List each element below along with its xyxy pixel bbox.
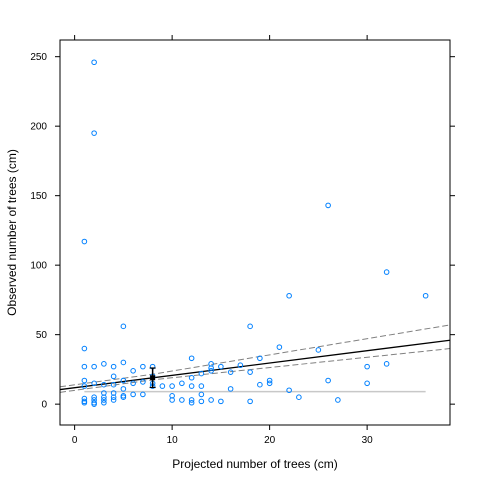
data-point — [169, 383, 175, 389]
data-point — [169, 397, 175, 403]
data-point — [159, 383, 166, 389]
data-point — [120, 386, 127, 392]
y-axis-title: Observed number of trees (cm) — [5, 149, 19, 316]
data-point — [364, 380, 370, 387]
confidence-band-lower — [60, 348, 450, 393]
data-point — [120, 359, 127, 366]
y-tick-label: 200 — [30, 122, 47, 133]
x-tick-label: 20 — [264, 435, 276, 446]
data-point — [91, 363, 97, 370]
data-point — [120, 323, 127, 330]
data-point — [110, 373, 117, 380]
error-bar-center — [150, 375, 156, 381]
data-point — [188, 355, 195, 362]
data-point — [383, 361, 390, 367]
data-point — [81, 383, 88, 389]
data-point — [101, 394, 107, 401]
data-point — [335, 397, 341, 403]
data-point — [247, 323, 253, 330]
axes: 0 10 20 30 0 50 100 150 200 250 — [30, 35, 455, 446]
data-point — [188, 383, 195, 389]
data-point — [110, 394, 117, 401]
y-tick-label: 100 — [30, 261, 47, 272]
data-point — [81, 377, 88, 384]
data-point — [383, 269, 390, 275]
data-point — [286, 387, 292, 394]
data-point — [325, 202, 331, 209]
y-tick-label: 150 — [30, 191, 47, 202]
data-point — [81, 399, 88, 406]
data-point — [266, 380, 273, 387]
data-point — [81, 345, 88, 352]
data-point — [81, 238, 88, 245]
data-point — [247, 398, 253, 405]
x-tick-label: 30 — [362, 435, 374, 446]
data-point — [266, 377, 273, 384]
confidence-band-upper — [60, 324, 450, 388]
data-point — [247, 369, 253, 375]
data-point — [208, 365, 214, 371]
data-point — [91, 401, 97, 407]
data-point — [101, 361, 107, 367]
y-tick-label: 250 — [30, 52, 47, 63]
data-point — [101, 397, 107, 403]
data-point — [325, 377, 331, 384]
data-point — [296, 394, 302, 401]
data-point — [130, 391, 136, 398]
panel-frame — [59, 39, 451, 426]
data-point — [208, 367, 214, 374]
plot-area — [60, 59, 450, 407]
data-point — [140, 363, 146, 370]
data-point — [227, 386, 234, 392]
data-point — [120, 377, 127, 384]
data-point — [276, 344, 283, 350]
data-point — [315, 347, 322, 353]
data-point — [140, 391, 146, 398]
data-point — [140, 379, 146, 385]
data-point — [91, 130, 97, 136]
data-point — [120, 394, 127, 401]
x-tick-label: 0 — [72, 435, 78, 446]
data-point — [198, 391, 205, 398]
data-point — [91, 380, 97, 387]
data-point — [179, 380, 185, 387]
data-point — [364, 363, 370, 370]
data-point — [81, 363, 88, 370]
data-point — [257, 381, 263, 388]
data-point — [110, 363, 117, 370]
x-tick-label: 10 — [167, 435, 179, 446]
data-point — [110, 397, 117, 403]
data-point — [198, 398, 205, 405]
data-point — [91, 394, 97, 401]
data-point — [188, 397, 195, 403]
data-point — [110, 381, 117, 388]
data-point — [198, 370, 205, 377]
x-axis-title: Projected number of trees (cm) — [172, 457, 337, 471]
data-point — [198, 383, 205, 389]
data-point — [188, 399, 195, 406]
y-tick-label: 0 — [41, 400, 47, 411]
data-point — [218, 363, 224, 370]
data-point — [130, 380, 136, 387]
data-point — [422, 292, 429, 299]
data-point — [101, 399, 107, 406]
data-point — [208, 397, 214, 403]
y-tick-label: 50 — [36, 330, 48, 341]
data-point — [101, 381, 107, 388]
data-point — [188, 374, 195, 381]
data-point — [91, 59, 97, 66]
data-point — [257, 355, 263, 362]
data-point — [286, 292, 292, 299]
data-point — [179, 397, 185, 403]
data-point — [227, 369, 234, 375]
fit-line — [60, 339, 450, 391]
data-point — [218, 398, 224, 405]
data-point — [237, 362, 244, 369]
data-point — [130, 367, 136, 374]
